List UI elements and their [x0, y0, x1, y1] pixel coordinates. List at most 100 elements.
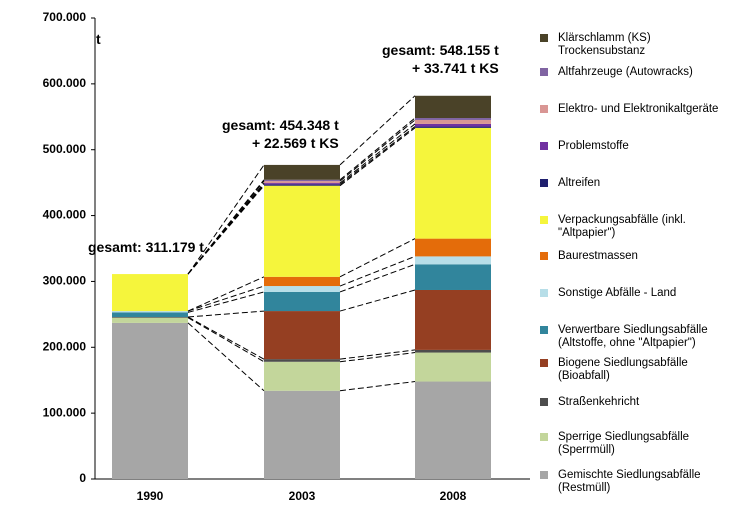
y-tick-label: 300.000	[43, 274, 87, 288]
annotation: t	[96, 31, 101, 47]
y-tick-label: 600.000	[43, 76, 87, 90]
bar-segment	[264, 164, 340, 180]
bar-segment	[415, 95, 491, 119]
legend-entry: Altreifen	[540, 177, 751, 205]
connector	[339, 119, 416, 182]
legend-swatch	[540, 433, 548, 441]
connector	[187, 276, 265, 312]
bar-segment	[415, 256, 491, 265]
legend-entry: Verwertbare Siedlungsabfälle (Altstoffe,…	[540, 324, 751, 352]
legend-swatch	[540, 326, 548, 334]
legend-entry: Verpackungsabfälle (inkl. "Altpapier")	[540, 214, 751, 242]
bar-segment	[415, 126, 491, 128]
bar-segment	[415, 289, 491, 350]
connector	[187, 182, 265, 275]
connector	[339, 127, 416, 187]
bar-segment	[112, 322, 188, 479]
connector	[187, 322, 265, 392]
legend-entry: Klärschlamm (KS) Trockensubstanz	[540, 32, 751, 60]
connector	[339, 123, 416, 184]
connector	[187, 285, 265, 312]
connector	[187, 164, 265, 275]
legend-label: Problemstoffe	[558, 140, 629, 152]
legend-entry: Straßenkehricht	[540, 396, 751, 424]
bar-segment	[264, 184, 340, 186]
connector	[187, 179, 265, 275]
connector	[339, 95, 416, 166]
bar-segment	[112, 317, 188, 323]
bar-segment	[415, 123, 491, 127]
legend-label: Straßenkehricht	[558, 396, 640, 408]
legend-label: Sperrige Siedlungsabfälle (Sperrmüll)	[558, 431, 690, 456]
bar-segment	[415, 264, 491, 290]
legend-entry: Altfahrzeuge (Autowracks)	[540, 66, 751, 94]
annotation: gesamt: 311.179 t	[88, 239, 204, 255]
y-tick-label: 100.000	[43, 405, 87, 419]
bar-segment	[264, 183, 340, 185]
x-tick-label: 2008	[440, 489, 467, 503]
y-tick-label: 500.000	[43, 142, 87, 156]
bar-segment	[264, 185, 340, 277]
connector	[339, 255, 416, 287]
legend-swatch	[540, 216, 548, 224]
legend-swatch	[540, 252, 548, 260]
connector	[339, 263, 416, 293]
bar-segment	[264, 361, 340, 391]
legend-entry: Problemstoffe	[540, 140, 751, 168]
bar-segment	[415, 238, 491, 257]
bar-segment	[415, 349, 491, 353]
bar-segment	[415, 381, 491, 479]
legend-label: Altfahrzeuge (Autowracks)	[558, 66, 693, 78]
legend-label: Gemischte Siedlungsabfälle (Restmüll)	[558, 469, 701, 494]
legend-swatch	[540, 142, 548, 150]
bar-segment	[415, 119, 491, 124]
connector	[339, 289, 416, 312]
legend-entry: Baurestmassen	[540, 250, 751, 278]
legend-entry: Sperrige Siedlungsabfälle (Sperrmüll)	[540, 431, 751, 459]
legend-label: Verpackungsabfälle (inkl. "Altpapier")	[558, 214, 686, 239]
bar-segment	[112, 311, 188, 313]
connector	[187, 310, 265, 318]
bar-segment	[264, 291, 340, 312]
bar-segment	[264, 286, 340, 292]
bar-segment	[415, 352, 491, 382]
legend-swatch	[540, 68, 548, 76]
legend-swatch	[540, 289, 548, 297]
x-tick-label: 2003	[289, 489, 316, 503]
bar-segment	[415, 118, 491, 120]
y-tick-label: 400.000	[43, 208, 87, 222]
legend-label: Verwertbare Siedlungsabfälle (Altstoffe,…	[558, 324, 708, 349]
y-tick-label: 0	[79, 471, 86, 485]
bar-segment	[264, 276, 340, 287]
legend-label: Altreifen	[558, 177, 601, 189]
legend-swatch	[540, 34, 548, 42]
bar-segment	[112, 274, 188, 312]
connector	[339, 238, 416, 278]
legend-swatch	[540, 359, 548, 367]
bar-segment	[264, 359, 340, 362]
legend-label: Baurestmassen	[558, 250, 638, 262]
annotation: gesamt: 454.348 t + 22.569 t KS	[222, 117, 339, 151]
bar-segment	[264, 181, 340, 184]
legend-label: Sonstige Abfälle - Land	[558, 287, 677, 299]
bar-segment	[112, 312, 188, 317]
bar-segment	[112, 316, 188, 318]
connector	[339, 117, 416, 181]
connector	[339, 126, 416, 185]
legend-swatch	[540, 398, 548, 406]
legend-label: Klärschlamm (KS) Trockensubstanz	[558, 32, 651, 57]
legend-label: Biogene Siedlungsabfälle (Bioabfall)	[558, 357, 688, 382]
legend-swatch	[540, 179, 548, 187]
connector	[187, 317, 265, 363]
legend-entry: Elektro- und Elektronikaltgeräte	[540, 103, 751, 131]
y-tick-label: 700.000	[43, 10, 87, 24]
connector	[339, 381, 416, 392]
legend-entry: Sonstige Abfälle - Land	[540, 287, 751, 315]
bar-segment	[264, 179, 340, 182]
legend-swatch	[540, 105, 548, 113]
annotation: gesamt: 548.155 t + 33.741 t KS	[382, 42, 499, 76]
legend-swatch	[540, 471, 548, 479]
legend-label: Elektro- und Elektronikaltgeräte	[558, 103, 719, 115]
